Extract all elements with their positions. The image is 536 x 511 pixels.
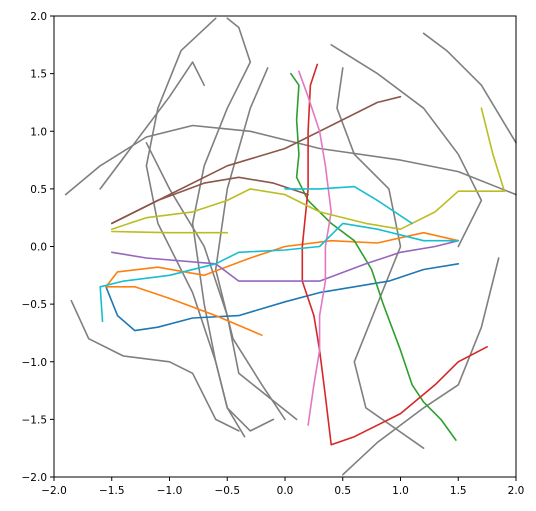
trace — [111, 176, 309, 225]
trace — [111, 239, 460, 282]
x-tick-label: −1.0 — [157, 485, 183, 497]
trace — [336, 67, 425, 449]
y-tick-label: 0.5 — [30, 184, 47, 196]
trace — [105, 263, 460, 332]
x-tick-label: −1.5 — [99, 485, 125, 497]
trace — [330, 44, 483, 248]
x-tick-label: −2.0 — [41, 485, 67, 497]
x-tick-label: 1.5 — [450, 485, 467, 497]
y-tick-label: 0.0 — [30, 242, 47, 254]
trace — [99, 222, 460, 323]
trace — [105, 231, 460, 336]
x-tick-label: −0.5 — [215, 485, 241, 497]
trace — [145, 17, 246, 438]
trace — [99, 61, 205, 190]
y-tick-label: 1.0 — [30, 126, 47, 138]
trace — [422, 32, 517, 144]
y-tick-label: −2.0 — [22, 472, 48, 484]
x-tick-label: 0.5 — [334, 485, 351, 497]
trace — [298, 70, 332, 426]
y-tick-label: −0.5 — [22, 299, 48, 311]
x-tick-label: 0.0 — [277, 485, 294, 497]
y-tick-label: 2.0 — [30, 11, 47, 23]
y-tick-label: −1.5 — [22, 414, 48, 426]
x-tick-label: 2.0 — [508, 485, 525, 497]
trace — [214, 67, 286, 421]
trace — [70, 299, 240, 432]
trace — [284, 185, 413, 225]
y-tick-label: −1.0 — [22, 357, 48, 369]
trace — [342, 257, 500, 476]
trace — [191, 17, 275, 432]
trace — [64, 124, 517, 196]
trace — [111, 107, 506, 230]
trace — [111, 230, 229, 234]
trace — [145, 142, 298, 421]
trace — [290, 72, 457, 441]
x-tick-label: 1.0 — [392, 485, 409, 497]
y-tick-label: 1.5 — [30, 69, 47, 81]
trace — [111, 95, 402, 225]
